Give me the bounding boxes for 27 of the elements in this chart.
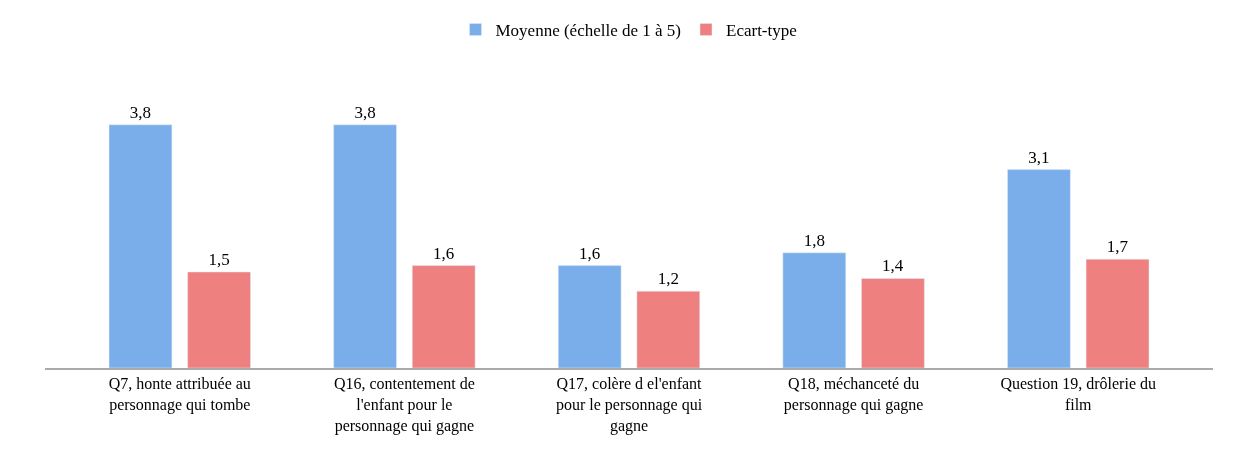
legend-label: Moyenne (échelle de 1 à 5) [495,21,681,41]
bar [108,124,173,368]
data-label: 1,4 [882,256,904,276]
data-label: 3,1 [1028,147,1050,167]
data-label: 1,6 [579,243,601,263]
x-tick-label: Q18, méchanceté du personnage qui gagne [783,375,924,414]
data-label: 3,8 [354,102,376,122]
bar [782,252,846,368]
x-tick-label: Q16, contentement de l'enfant pour le personnage qui gagne [333,375,475,435]
data-label: 1,8 [803,230,825,250]
x-tick-label: Q17, colère d el'enfant pour le personnage qui gagne [555,375,703,435]
bar [1007,169,1071,368]
bar [558,265,622,368]
bar [636,290,700,368]
data-label: 1,2 [657,269,679,289]
data-label: 1,5 [208,250,230,269]
bar [187,271,251,368]
bar [861,278,925,368]
data-label: 1,6 [433,243,455,263]
data-label: 1,7 [1106,237,1129,257]
bar [1085,258,1150,368]
data-label: 3,8 [129,102,152,122]
legend-label: Ecart-type [726,21,797,41]
x-tick-label: Q7, honte attribuée au personnage qui tombe [108,375,251,414]
x-tick-label: Question 19, drôlerie du film [1000,375,1156,413]
bar [412,265,476,368]
bar [333,124,397,368]
